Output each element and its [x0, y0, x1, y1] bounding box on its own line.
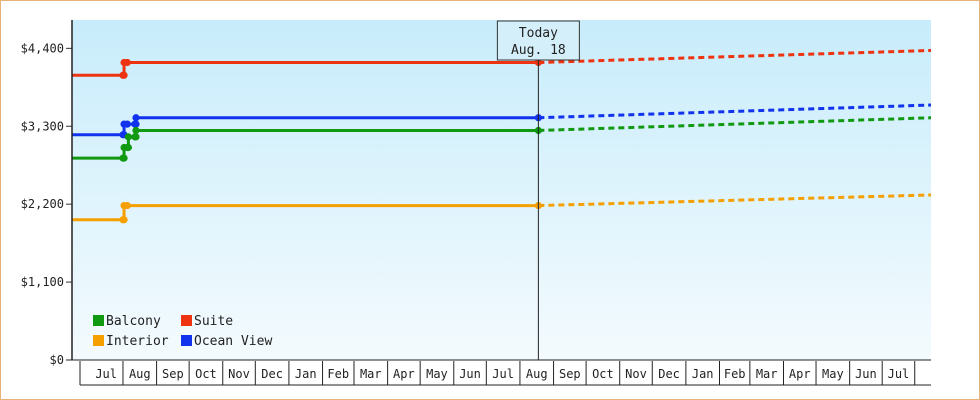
y-tick-label: $3,300	[21, 119, 64, 133]
month-label: May	[426, 367, 448, 381]
series-forecast-line	[538, 48, 932, 64]
legend-item-suite: Suite	[181, 314, 233, 329]
data-point	[124, 143, 132, 152]
month-label: Nov	[625, 367, 647, 381]
legend-swatch	[181, 315, 192, 326]
plot-background	[72, 20, 931, 360]
today-label: Today	[519, 26, 558, 41]
legend-item-interior: Interior	[93, 334, 169, 349]
data-point	[132, 114, 140, 122]
series-lines	[72, 48, 932, 224]
y-tick-label: $2,200	[21, 197, 64, 211]
month-label: Aug	[129, 367, 151, 381]
month-label: Jun	[855, 367, 877, 381]
axes	[66, 20, 931, 361]
month-label: Nov	[228, 367, 250, 381]
month-label: Jul	[95, 367, 117, 381]
data-point	[132, 133, 140, 141]
today-date-label: Aug. 18	[511, 43, 566, 58]
data-point	[120, 154, 128, 162]
today-label-box	[496, 20, 580, 61]
legend-label: Interior	[106, 334, 169, 349]
month-label: Oct	[592, 367, 614, 381]
month-label: Oct	[195, 367, 217, 381]
series-line	[72, 61, 539, 77]
series-balcony	[72, 116, 932, 162]
legend-swatch	[93, 335, 104, 346]
legend-swatch	[181, 335, 192, 346]
month-label: Mar	[756, 367, 778, 381]
month-label: Aug	[526, 367, 548, 381]
series-ocean-view	[72, 103, 932, 139]
series-line	[72, 204, 539, 222]
month-label: Jul	[492, 367, 514, 381]
data-point	[132, 126, 140, 135]
month-label: Feb	[327, 367, 349, 381]
data-point	[120, 71, 128, 79]
today-marker: Today Aug. 18	[496, 20, 580, 360]
month-label: Sep	[162, 367, 184, 381]
month-label: Feb	[724, 367, 746, 381]
month-label: Jul	[888, 367, 910, 381]
month-label: Jan	[295, 367, 317, 381]
series-forecast-line	[538, 116, 932, 132]
y-tick-label: $1,100	[21, 275, 64, 289]
data-point	[123, 120, 131, 128]
series-forecast-line	[538, 103, 932, 120]
data-point	[120, 216, 128, 224]
month-label: Dec	[261, 367, 283, 381]
data-point	[123, 58, 131, 67]
legend-label: Balcony	[106, 314, 161, 329]
month-label: May	[822, 367, 844, 381]
legend-item-balcony: Balcony	[93, 314, 161, 329]
series-forecast-line	[538, 193, 932, 208]
month-label: Dec	[658, 367, 680, 381]
data-point	[132, 120, 140, 128]
legend-swatch	[93, 315, 104, 326]
month-label: Apr	[789, 367, 811, 381]
month-label: Jun	[459, 367, 481, 381]
month-label: Apr	[393, 367, 415, 381]
legend-label: Suite	[194, 314, 233, 329]
month-label: Jan	[692, 367, 714, 381]
data-point	[124, 133, 132, 141]
y-tick-label: $4,400	[21, 41, 64, 55]
legend-label: Ocean View	[194, 334, 272, 349]
legend-item-ocean-view: Ocean View	[181, 334, 272, 349]
month-label: Mar	[360, 367, 382, 381]
data-point	[123, 201, 131, 210]
y-tick-label: $0	[50, 353, 64, 367]
month-axis: Jul Aug Sep Oct Nov Dec Jan Feb Mar Apr May Jun Jul A…	[79, 361, 931, 386]
month-label: Sep	[559, 367, 581, 381]
legend: Balcony Suite Interior Ocean View	[93, 314, 272, 349]
y-axis-ticks: $0 $1,100 $2,200 $3,300 $4,400	[21, 41, 72, 367]
